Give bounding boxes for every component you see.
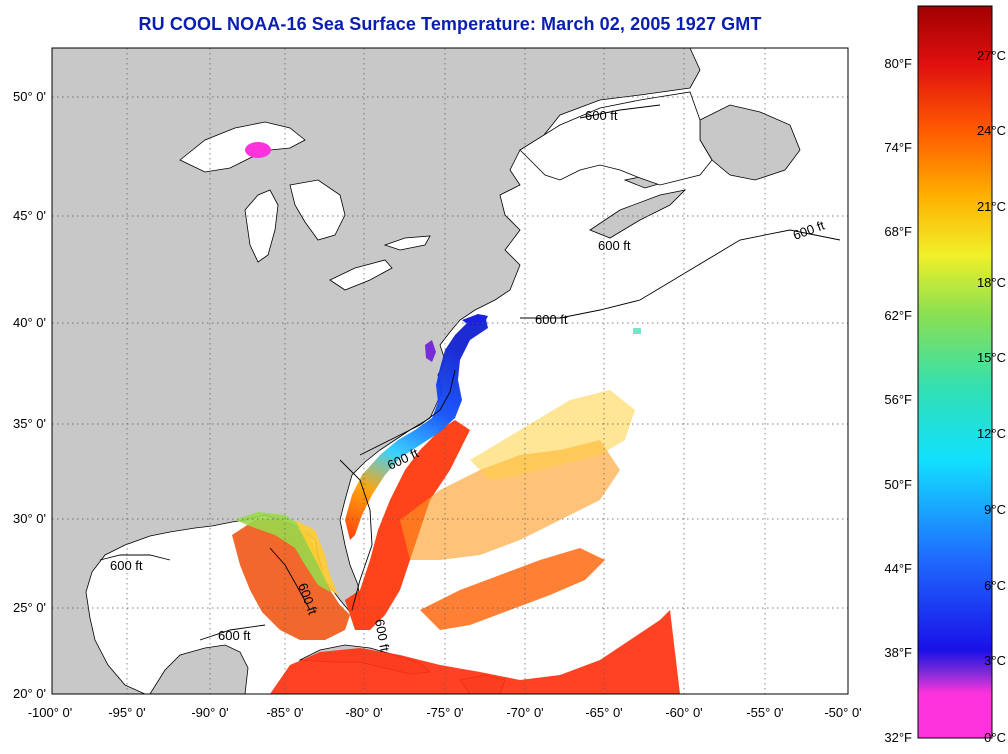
colorbar-gradient (917, 5, 993, 739)
lat-label: 50° 0' (13, 89, 46, 104)
fahrenheit-label: 32°F (884, 730, 912, 745)
fahrenheit-label: 44°F (884, 561, 912, 576)
colorbar-celsius-labels: 27°C 24°C 21°C 18°C 15°C 12°C 9°C 6°C 3°… (977, 48, 1006, 745)
fahrenheit-label: 62°F (884, 308, 912, 323)
celsius-label: 9°C (984, 502, 1006, 517)
lake-erie (329, 259, 393, 291)
fahrenheit-label: 68°F (884, 224, 912, 239)
fahrenheit-label: 56°F (884, 392, 912, 407)
lat-label: 20° 0' (13, 686, 46, 701)
sst-sargasso-warm (420, 548, 605, 630)
lon-label: -65° 0' (585, 705, 622, 720)
lat-label: 30° 0' (13, 511, 46, 526)
sst-coastal-cold-strip (345, 315, 488, 540)
land-yucatan (149, 644, 249, 694)
lat-label: 35° 0' (13, 416, 46, 431)
fahrenheit-label: 38°F (884, 645, 912, 660)
map-title: RU COOL NOAA-16 Sea Surface Temperature:… (138, 14, 762, 34)
sst-chesapeake-purple (425, 340, 436, 362)
celsius-label: 0°C (984, 730, 1006, 745)
lon-label: -60° 0' (665, 705, 702, 720)
land-nova-scotia (589, 189, 687, 239)
lat-label: 45° 0' (13, 208, 46, 223)
lon-label: -100° 0' (28, 705, 73, 720)
sst-offshore-yellow (470, 390, 635, 480)
lake-superior-sst-patch (245, 142, 271, 158)
sst-gulf-shelf-cool (235, 512, 330, 592)
gulf-st-lawrence (519, 91, 713, 186)
lon-label: -90° 0' (191, 705, 228, 720)
map-frame (51, 47, 849, 695)
longitude-labels: -100° 0' -95° 0' -90° 0' -85° 0' -80° 0'… (28, 705, 862, 720)
isobath-600ft-lines (99, 104, 841, 641)
lon-label: -70° 0' (506, 705, 543, 720)
colorbar: 80°F 74°F 68°F 62°F 56°F 50°F 44°F 38°F … (884, 5, 1006, 745)
lake-superior (179, 121, 306, 173)
celsius-label: 18°C (977, 275, 1006, 290)
sst-small-patch (633, 328, 641, 334)
latitude-labels: 50° 0' 45° 0' 40° 0' 35° 0' 30° 0' 25° 0… (13, 89, 46, 701)
lon-label: -85° 0' (266, 705, 303, 720)
map-area: 600 ft 600 ft 600 ft 600 ft 600 ft 600 f… (52, 48, 848, 694)
celsius-label: 15°C (977, 350, 1006, 365)
sst-offshore-orange (400, 440, 620, 560)
lon-label: -50° 0' (824, 705, 861, 720)
lake-ontario (383, 235, 431, 251)
lat-label: 25° 0' (13, 600, 46, 615)
lake-michigan (244, 189, 279, 263)
celsius-label: 27°C (977, 48, 1006, 63)
lat-label: 40° 0' (13, 315, 46, 330)
lon-label: -95° 0' (108, 705, 145, 720)
land-north-america (52, 48, 701, 694)
celsius-label: 6°C (984, 578, 1006, 593)
celsius-label: 21°C (977, 199, 1006, 214)
sst-gulf-of-mexico (232, 518, 350, 640)
celsius-label: 3°C (984, 653, 1006, 668)
colorbar-fahrenheit-labels: 80°F 74°F 68°F 62°F 56°F 50°F 44°F 38°F … (884, 56, 912, 745)
contour-label: 600 ft (218, 628, 251, 643)
fahrenheit-label: 80°F (884, 56, 912, 71)
lon-label: -55° 0' (746, 705, 783, 720)
contour-label: 600 ft (585, 108, 618, 123)
lon-label: -80° 0' (345, 705, 382, 720)
fahrenheit-label: 50°F (884, 477, 912, 492)
sst-caribbean (270, 610, 680, 694)
contour-label: 600 ft (372, 618, 392, 653)
sst-florida-shelf (295, 520, 338, 595)
contour-label: 600 ft (535, 312, 568, 327)
celsius-label: 24°C (977, 123, 1006, 138)
celsius-label: 12°C (977, 426, 1006, 441)
contour-label: 600 ft (110, 558, 143, 573)
lon-label: -75° 0' (426, 705, 463, 720)
lake-huron (289, 179, 346, 241)
contour-label: 600 ft (598, 238, 631, 253)
fahrenheit-label: 74°F (884, 140, 912, 155)
